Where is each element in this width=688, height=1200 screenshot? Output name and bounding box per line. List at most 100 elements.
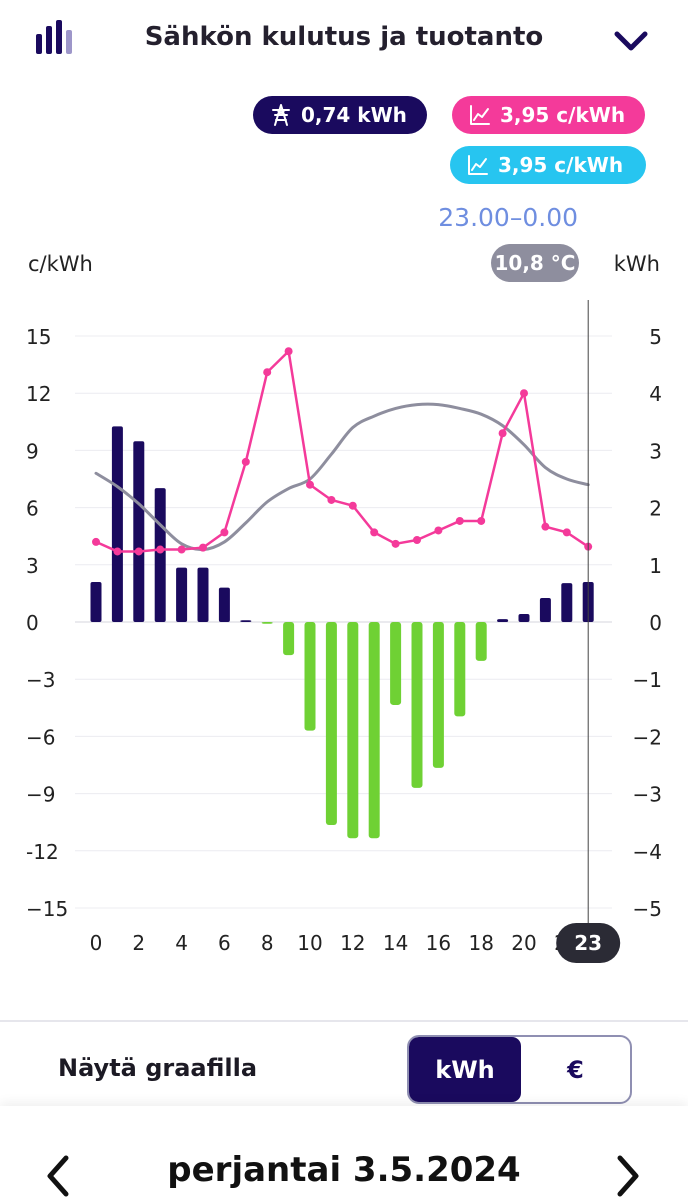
spot-price-point — [327, 495, 336, 504]
x-tick-label: 14 — [383, 931, 408, 955]
line-chart-icon — [468, 155, 488, 175]
x-tick-label: 12 — [340, 931, 365, 955]
spot-price-point — [134, 547, 143, 556]
chevron-left-icon[interactable] — [44, 1154, 72, 1198]
spot-price-point — [541, 522, 550, 531]
line-chart-icon — [470, 105, 490, 125]
left-tick-label: 12 — [26, 382, 51, 406]
right-tick-label: 5 — [649, 325, 662, 349]
consumption-bar — [197, 567, 209, 622]
spot-price-point — [413, 536, 421, 545]
right-tick-label: −1 — [633, 668, 662, 692]
show-on-graph-label: Näytä graafilla — [58, 1054, 258, 1082]
page-title: Sähkön kulutus ja tuotanto — [144, 22, 544, 52]
euro-option[interactable]: € — [567, 1055, 584, 1084]
spot-price-point — [306, 480, 314, 489]
selected-hour-badge — [556, 923, 621, 963]
spot-price-pill: 3,95 c/kWh — [452, 96, 645, 134]
right-tick-label: −5 — [633, 897, 662, 921]
spot-price-point — [498, 429, 507, 438]
right-tick-label: −2 — [633, 725, 662, 749]
right-tick-label: 0 — [649, 611, 662, 635]
x-tick-label: 6 — [218, 931, 231, 955]
bar-chart-icon[interactable] — [36, 20, 76, 54]
consumption-bar — [133, 441, 145, 622]
left-tick-label: 15 — [26, 325, 51, 349]
consumption-bar — [154, 488, 166, 622]
x-tick-label: 16 — [426, 931, 451, 955]
spot-price-point — [263, 368, 272, 377]
spot-price-point — [241, 457, 250, 466]
unit-toggle[interactable]: kWh € — [407, 1035, 632, 1104]
x-tick-label: 4 — [175, 931, 188, 955]
consumption-bar — [90, 581, 102, 622]
production-bar — [304, 622, 316, 731]
production-bar — [454, 622, 466, 717]
left-tick-label: 0 — [26, 611, 39, 635]
x-tick-label: 20 — [511, 931, 536, 955]
left-tick-label: 6 — [26, 497, 39, 521]
consumption-bar — [240, 620, 252, 622]
right-tick-label: 2 — [649, 497, 662, 521]
spot-price-point — [434, 526, 443, 535]
divider — [0, 1020, 688, 1022]
chevron-down-icon[interactable] — [614, 30, 648, 52]
spot-price-point — [156, 545, 165, 554]
temperature-line — [94, 402, 590, 552]
spot-price-line — [95, 350, 589, 553]
left-tick-label: 9 — [26, 439, 39, 463]
spot-price-point — [284, 347, 293, 356]
spot-price-point — [92, 537, 100, 546]
production-bar — [261, 622, 273, 624]
production-bar — [325, 622, 337, 826]
kwh-option[interactable]: kWh — [409, 1037, 521, 1102]
consumption-bar — [111, 426, 123, 622]
left-tick-label: −3 — [26, 668, 55, 692]
spot-price-point — [391, 539, 400, 548]
consumption-bar — [218, 587, 230, 622]
left-tick-label: −6 — [26, 725, 55, 749]
spot-price-point — [477, 516, 486, 525]
date-footer — [0, 1106, 688, 1200]
consumption-bar — [497, 619, 509, 622]
avg-price-pill: 3,95 c/kWh — [450, 146, 646, 184]
spot-price-point — [220, 528, 229, 537]
energy-value: 0,74 kWh — [301, 103, 407, 127]
consumption-bar — [539, 597, 551, 622]
right-tick-label: −3 — [633, 783, 662, 807]
left-tick-label: −9 — [26, 783, 55, 807]
energy-pill: 0,74 kWh — [253, 96, 427, 134]
x-tick-label: 18 — [468, 931, 493, 955]
selected-hour-label: 23 — [574, 931, 602, 955]
spot-price-point — [177, 545, 186, 554]
production-bar — [283, 622, 295, 656]
x-tick-label: 8 — [261, 931, 274, 955]
left-tick-label: −15 — [26, 897, 68, 921]
spot-price-value: 3,95 c/kWh — [500, 103, 626, 127]
header: Sähkön kulutus ja tuotanto — [0, 0, 688, 82]
left-axis-unit: c/kWh — [28, 252, 93, 276]
chevron-right-icon[interactable] — [614, 1154, 642, 1198]
production-bar — [390, 622, 402, 705]
x-tick-label: 2 — [132, 931, 145, 955]
selected-time-range: 23.00–0.00 — [438, 203, 578, 232]
production-bar — [347, 622, 359, 839]
production-bar — [475, 622, 487, 661]
right-tick-label: −4 — [633, 840, 662, 864]
production-bar — [432, 622, 444, 768]
left-tick-label: 3 — [26, 554, 39, 578]
production-bar — [411, 622, 423, 788]
x-tick-label: 0 — [90, 931, 103, 955]
consumption-bar — [176, 567, 188, 622]
avg-price-value: 3,95 c/kWh — [498, 153, 624, 177]
energy-chart[interactable]: 15 512 49 36 23 10 0−3 −1−6 −2−9 −3-12 −4−15 −50 2 4 6… — [0, 300, 688, 1000]
x-tick-label: 10 — [297, 931, 322, 955]
consumption-bar — [561, 583, 573, 622]
consumption-bar — [518, 613, 530, 622]
right-tick-label: 3 — [649, 439, 662, 463]
right-axis-unit: kWh — [613, 252, 660, 276]
spot-price-point — [455, 516, 464, 525]
spot-price-point — [520, 389, 528, 398]
spot-price-point — [113, 547, 122, 556]
spot-price-point — [562, 528, 571, 537]
